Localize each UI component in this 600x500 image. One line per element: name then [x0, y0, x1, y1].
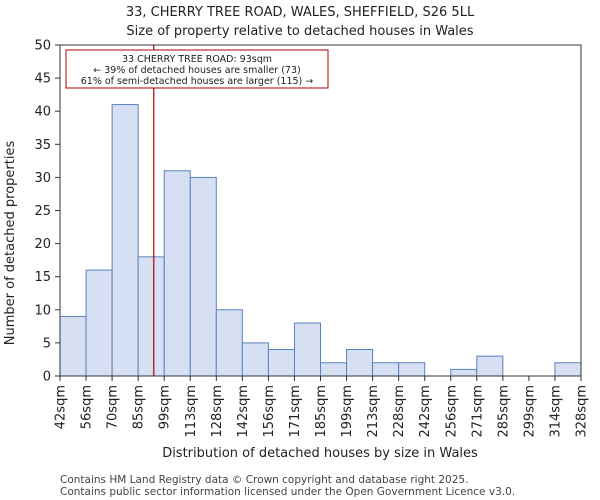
- bar-314sqm: [554, 362, 582, 377]
- x-tick-label: 314sqm: [548, 385, 563, 438]
- y-tick-label: 20: [34, 237, 51, 252]
- x-tick-label: 199sqm: [340, 385, 355, 438]
- y-axis-ticks: 0 5 10 15 20 25 30 35 40 45 50: [34, 39, 60, 385]
- x-tick-label: 299sqm: [522, 385, 537, 438]
- y-tick-label: 30: [34, 171, 51, 186]
- bar-156sqm: [267, 349, 295, 377]
- footer-line-1: Contains HM Land Registry data © Crown c…: [60, 474, 468, 486]
- x-tick-label: 128sqm: [210, 385, 225, 438]
- annotation-line-1: 33 CHERRY TREE ROAD: 93sqm: [122, 54, 272, 65]
- bar-199sqm: [346, 349, 374, 377]
- y-tick-label: 15: [34, 270, 51, 285]
- bar-56sqm: [85, 269, 113, 377]
- x-tick-label: 99sqm: [158, 385, 173, 429]
- chart-title: 33, CHERRY TREE ROAD, WALES, SHEFFIELD, …: [126, 5, 475, 20]
- bar-256sqm: [450, 368, 478, 377]
- bar-85sqm: [137, 256, 165, 377]
- x-tick-label: 256sqm: [444, 385, 459, 438]
- x-tick-label: 113sqm: [184, 385, 199, 438]
- x-tick-label: 85sqm: [132, 385, 147, 429]
- x-tick-label: 142sqm: [236, 385, 251, 438]
- annotation-line-3: 61% of semi-detached houses are larger (…: [81, 76, 314, 87]
- x-tick-label: 328sqm: [575, 385, 590, 438]
- y-tick-label: 40: [34, 105, 51, 120]
- y-tick-label: 0: [43, 370, 51, 385]
- x-tick-label: 213sqm: [366, 385, 381, 438]
- x-tick-label: 271sqm: [470, 385, 485, 438]
- x-axis-ticks: 42sqm 56sqm 70sqm 85sqm 99sqm 113sqm 128sqm 142…: [54, 376, 590, 438]
- bar-99sqm: [163, 170, 191, 377]
- bar-171sqm: [293, 322, 322, 377]
- bars-group: [59, 104, 582, 377]
- bar-213sqm: [372, 362, 400, 377]
- x-tick-label: 42sqm: [54, 385, 69, 429]
- annotation-line-2: ← 39% of detached houses are smaller (73…: [93, 65, 300, 76]
- y-axis-label: Number of detached properties: [3, 141, 18, 346]
- x-tick-label: 70sqm: [106, 385, 121, 429]
- bar-228sqm: [398, 362, 426, 377]
- bar-142sqm: [241, 342, 269, 377]
- plot-area-frame: [59, 44, 582, 377]
- bar-185sqm: [320, 362, 348, 377]
- bar-113sqm: [189, 176, 217, 377]
- x-tick-label: 285sqm: [496, 385, 511, 438]
- bar-271sqm: [476, 355, 504, 377]
- x-tick-label: 156sqm: [262, 385, 277, 438]
- bar-42sqm: [59, 315, 87, 377]
- bar-70sqm: [111, 104, 139, 377]
- x-tick-label: 56sqm: [80, 385, 95, 429]
- x-tick-label: 185sqm: [314, 385, 329, 438]
- x-tick-label: 171sqm: [288, 385, 303, 438]
- y-tick-label: 35: [34, 138, 51, 153]
- y-tick-label: 5: [43, 336, 51, 351]
- x-tick-label: 228sqm: [392, 385, 407, 438]
- y-tick-label: 50: [34, 39, 51, 54]
- chart-subtitle: Size of property relative to detached ho…: [126, 24, 473, 39]
- annotation-box: [65, 49, 329, 89]
- y-tick-label: 10: [34, 303, 51, 318]
- x-axis-label: Distribution of detached houses by size …: [162, 446, 478, 461]
- y-tick-label: 45: [34, 72, 51, 87]
- bar-128sqm: [215, 309, 243, 377]
- y-tick-label: 25: [34, 204, 51, 219]
- x-tick-label: 242sqm: [418, 385, 433, 438]
- footer-line-2: Contains public sector information licen…: [60, 486, 515, 498]
